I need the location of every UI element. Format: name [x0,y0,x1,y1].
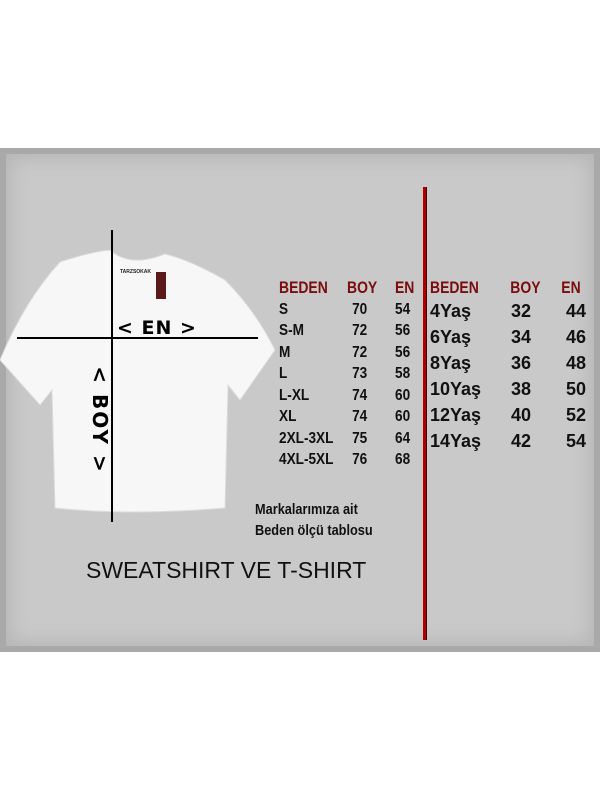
size-cell: 4Yaş [430,301,472,321]
table-header: BEDEN BOY EN [430,277,586,298]
brand-label: TARZSOKAK [120,269,152,275]
table-row: 6Yaş 34 46 [430,324,586,350]
table-row: S-M 72 56 [279,320,419,342]
table-row: M 72 56 [279,342,419,364]
table-row: 4XL-5XL 76 68 [279,449,419,471]
en-label: < EN > [117,317,197,339]
boy-cell: 70 [352,300,368,318]
boy-label-wrap: < BOY > [88,355,112,485]
boy-cell: 76 [352,451,368,468]
en-cell: 58 [395,365,411,382]
en-measure-line [17,337,258,339]
tshirt-illustration [0,250,275,513]
boy-cell: 42 [511,431,532,451]
note-line-1: Markalarımıza ait [255,502,358,518]
table-row: 4Yaş 32 44 [430,298,586,324]
note-line-2: Beden ölçü tablosu [255,523,373,539]
boy-label: < BOY > [88,366,112,474]
size-cell: XL [279,408,297,425]
divider-line [423,187,426,640]
boy-cell: 34 [511,327,532,347]
table-row: 10Yaş 38 50 [430,376,586,402]
table-row: XL 74 60 [279,406,419,428]
size-cell: 10Yaş [430,379,482,399]
boy-cell: 74 [352,408,368,425]
en-cell: 50 [566,379,587,399]
table-row: S 70 54 [279,299,419,321]
table-header: BEDEN BOY EN [279,277,419,299]
table-row: L 73 58 [279,363,419,385]
header-boy: BOY [510,278,541,297]
header-en: EN [395,278,415,297]
header-en: EN [561,278,581,297]
en-cell: 44 [566,301,587,321]
size-cell: M [279,343,291,361]
adult-size-table: BEDEN BOY EN S 70 54 S-M 72 56 M 72 56 L 73 58 L-XL 7… [279,277,419,471]
table-row: L-XL 74 60 [279,385,419,407]
boy-cell: 73 [352,365,368,382]
en-cell: 68 [395,451,411,468]
header-boy: BOY [347,278,378,297]
boy-cell: 75 [352,429,368,447]
table-row: 12Yaş 40 52 [430,402,586,428]
note-text: Markalarımıza ait Beden ölçü tablosu [255,500,373,542]
table-row: 8Yaş 36 48 [430,350,586,376]
boy-cell: 32 [511,301,532,321]
size-cell: L-XL [279,386,310,404]
size-cell: 14Yaş [430,431,482,451]
en-cell: 64 [395,429,411,447]
header-beden: BEDEN [430,278,479,297]
boy-cell: 36 [511,353,532,373]
boy-cell: 40 [511,405,532,425]
en-cell: 56 [395,322,411,339]
en-cell: 46 [566,327,587,347]
size-cell: 12Yaş [430,405,482,425]
size-cell: 2XL-3XL [279,429,334,447]
size-cell: 6Yaş [430,327,472,347]
en-cell: 60 [395,408,411,425]
header-beden: BEDEN [279,278,328,297]
boy-cell: 72 [352,322,368,339]
boy-cell: 74 [352,386,368,404]
table-row: 14Yaş 42 54 [430,428,586,454]
table-row: 2XL-3XL 75 64 [279,428,419,450]
kids-size-table: BEDEN BOY EN 4Yaş 32 44 6Yaş 34 46 8Yaş 36 48 10Y… [430,277,586,454]
size-cell: 8Yaş [430,353,472,373]
en-cell: 52 [566,405,587,425]
product-title: SWEATSHIRT VE T-SHIRT [86,557,367,583]
en-cell: 60 [395,386,411,404]
boy-cell: 38 [511,379,532,399]
en-cell: 54 [566,431,587,451]
size-cell: S [279,300,289,318]
en-cell: 48 [566,353,587,373]
size-cell: 4XL-5XL [279,451,334,468]
en-cell: 56 [395,343,411,361]
en-cell: 54 [395,300,411,318]
size-cell: S-M [279,322,304,339]
boy-measure-line [111,230,113,522]
boy-cell: 72 [352,343,368,361]
hang-tag [156,272,166,299]
size-cell: L [279,365,288,382]
